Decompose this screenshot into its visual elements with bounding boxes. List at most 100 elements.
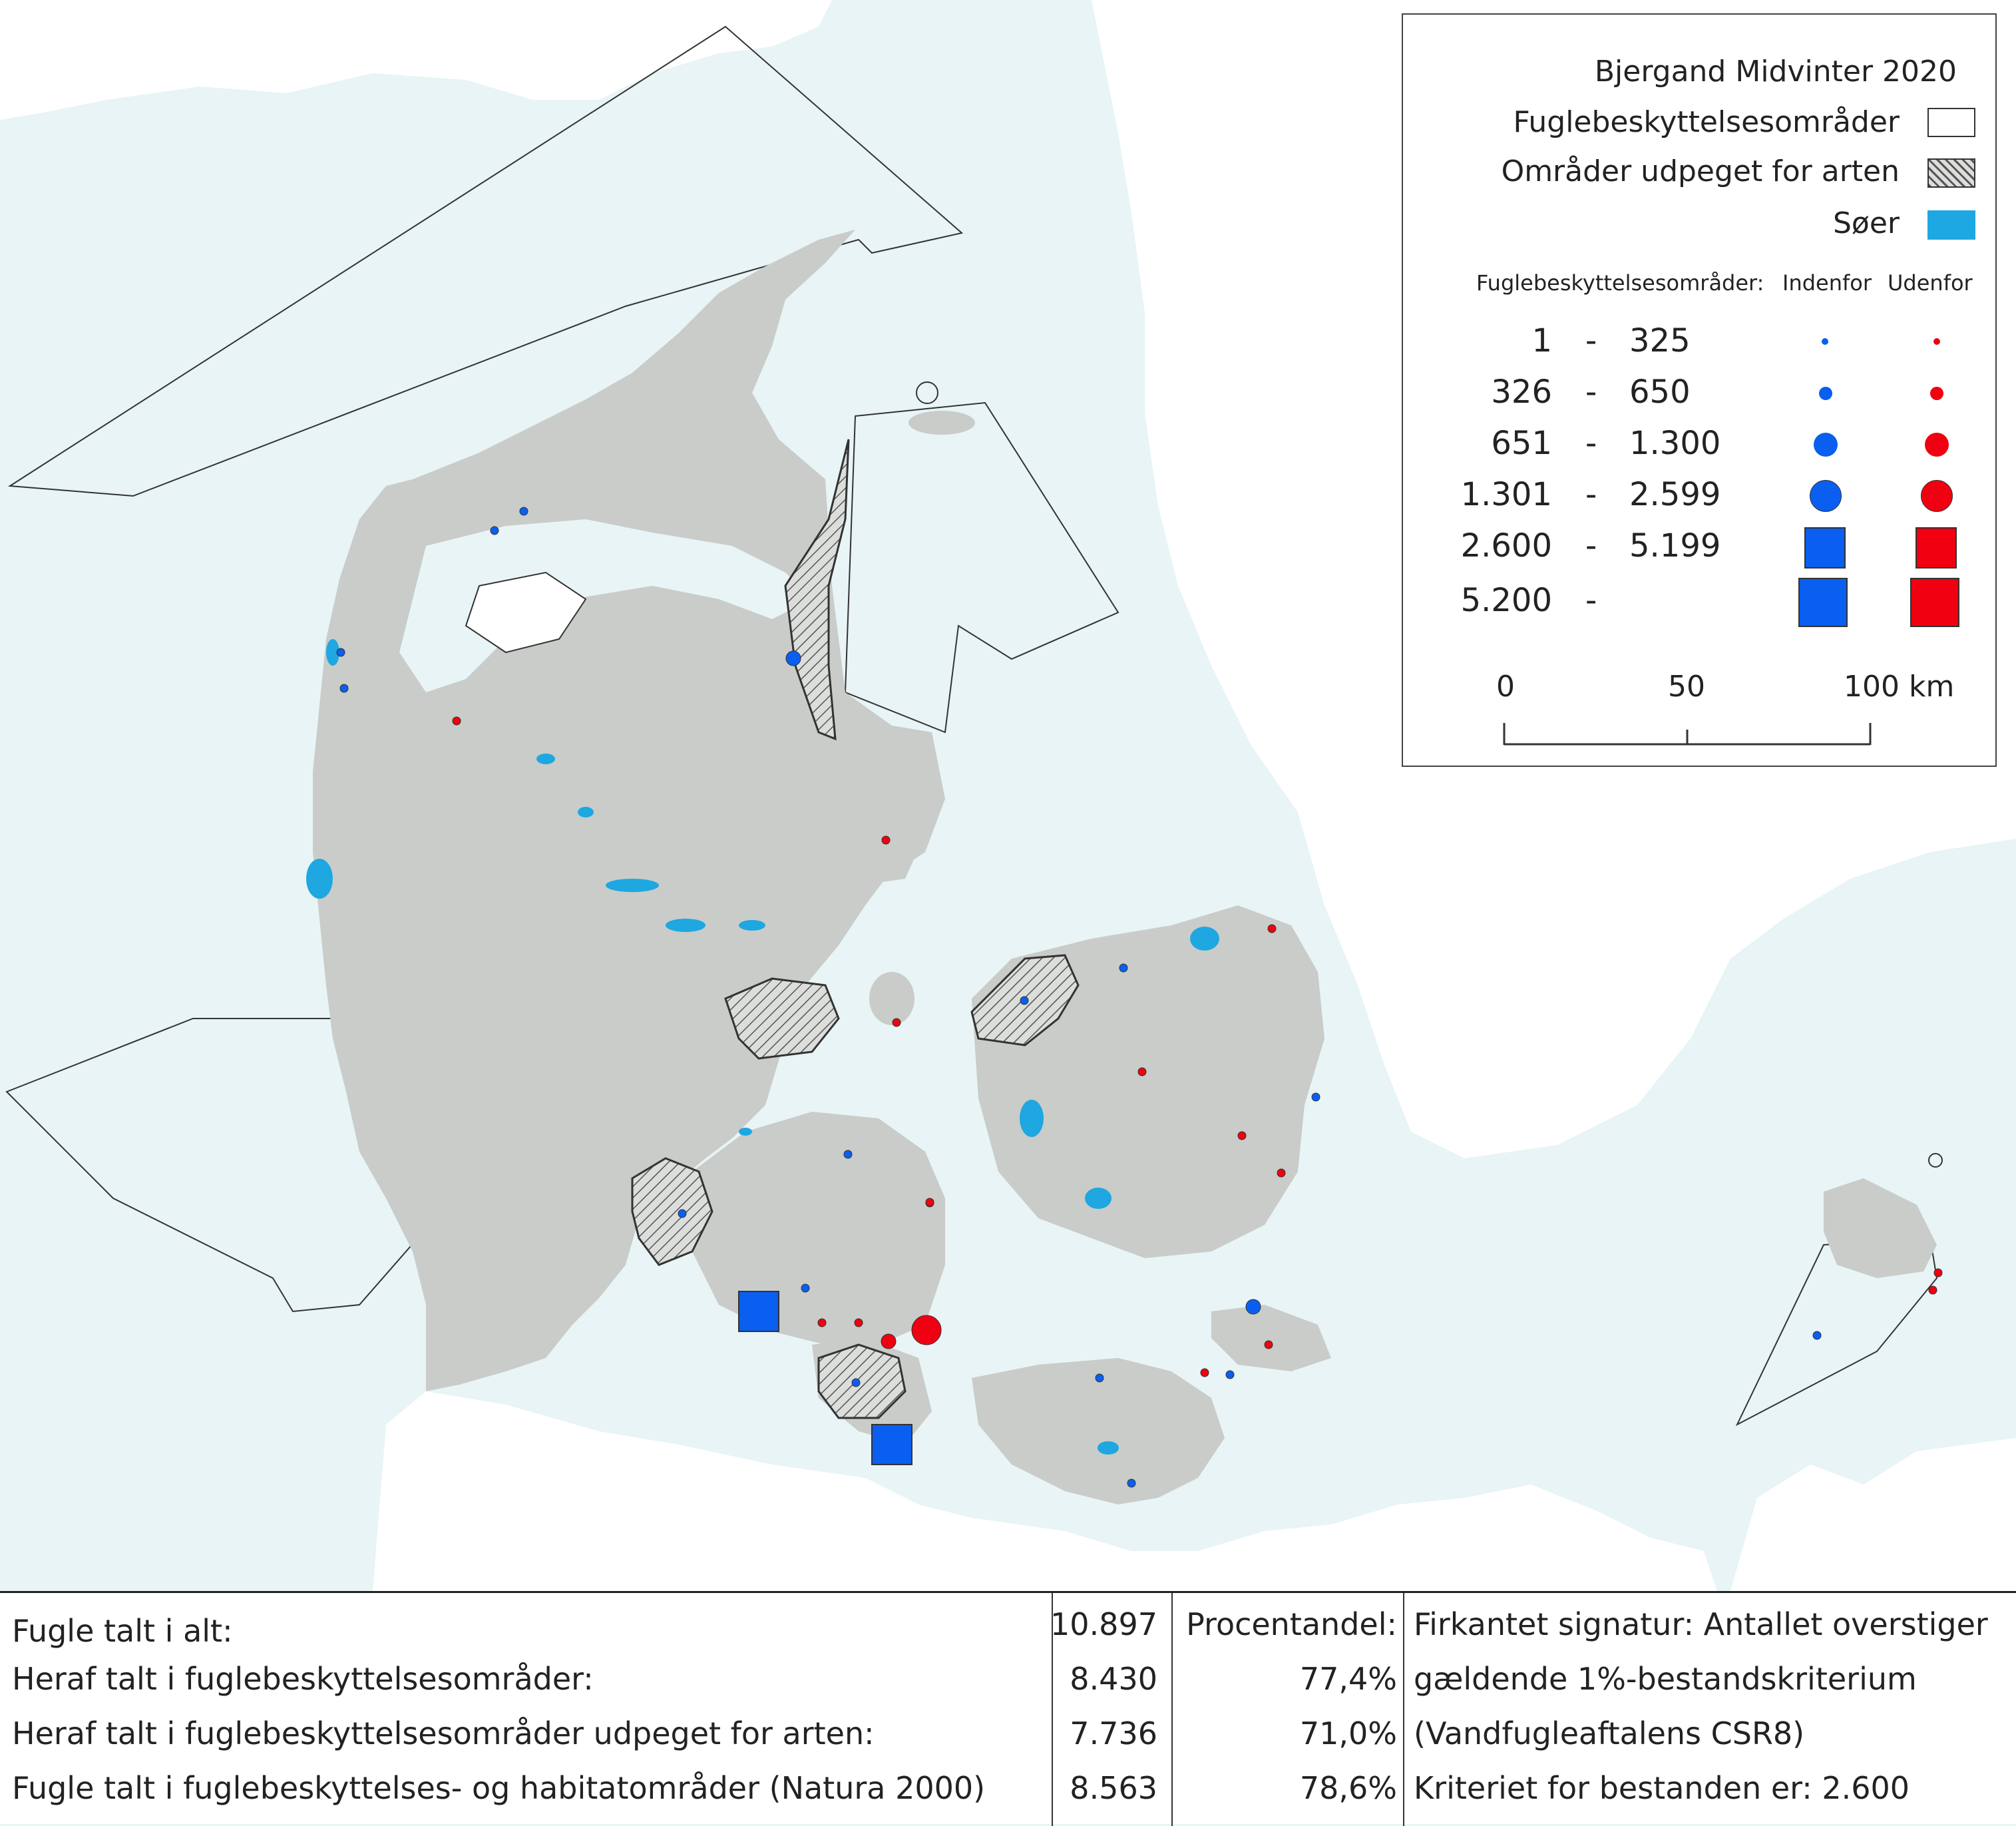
legend-class-lo: 2.600 (1460, 527, 1552, 565)
stats-value: 8.563 (1070, 1770, 1157, 1806)
samso (869, 972, 914, 1025)
lake (306, 859, 333, 899)
obs-inside (519, 507, 528, 516)
legend-class-dash: - (1585, 373, 1597, 411)
obs-outside (911, 1315, 942, 1345)
legend-dot-inside (1814, 433, 1838, 457)
legend-class-hi: 2.599 (1629, 476, 1721, 513)
stats-label: Fugle talt i fuglebeskyttelses- og habit… (12, 1770, 986, 1806)
offshore-protection-areas (5, 25, 1938, 1427)
funen (692, 1112, 945, 1345)
north-sea-area (5, 1018, 454, 1313)
legend-class-row: 2.600 - 5.199 (1403, 527, 1995, 569)
obs-inside (785, 650, 801, 666)
norway-coast (0, 0, 832, 120)
small-island-circle (916, 381, 938, 404)
obs-outside (1137, 1067, 1147, 1076)
legend-class-hi: 1.300 (1629, 425, 1721, 462)
legend-class-lo: 651 (1491, 425, 1552, 462)
stats-note: Firkantet signatur: Antallet overstiger (1414, 1606, 1988, 1642)
legend-class-row: 5.200 - (1403, 578, 1995, 627)
obs-outside (881, 835, 891, 845)
obs-outside (1264, 1340, 1273, 1349)
lake (1190, 927, 1219, 951)
lake (578, 807, 594, 817)
obs-inside (678, 1209, 687, 1218)
lake (326, 639, 339, 666)
legend-swatch-protection-areas (1927, 108, 1975, 137)
limfjord-islands (465, 571, 587, 654)
hatched-horsens (724, 977, 840, 1060)
observations (336, 507, 1943, 1488)
lake (606, 879, 659, 892)
small-island-circle-east (1928, 1153, 1943, 1168)
legend-dot-outside (1930, 387, 1943, 400)
legend-class-hi: 325 (1629, 322, 1691, 359)
hatched-jammerbugt (784, 439, 850, 741)
bornholm-sweden-coast-south (1730, 1438, 2016, 1591)
legend-square-outside-large (1910, 578, 1959, 627)
legend-dot-outside (1921, 480, 1953, 512)
legend-class-row: 651 - 1.300 (1403, 425, 1995, 465)
stats-value: 8.430 (1070, 1661, 1157, 1697)
lakes (306, 639, 1219, 1455)
scale-label-100: 100 km (1844, 670, 1955, 704)
anholt (908, 411, 975, 435)
stats-divider (1403, 1593, 1404, 1826)
djursland (799, 719, 932, 885)
stats-divider (1052, 1593, 1053, 1826)
legend-item-designated-areas: Områder udpeget for arten (1501, 154, 1900, 188)
legend-title: Bjergand Midvinter 2020 (1594, 55, 1957, 89)
obs-inside (1127, 1479, 1136, 1488)
obs-inside-square (738, 1291, 779, 1332)
legend-item-protection-areas: Fuglebeskyttelsesområder (1513, 105, 1900, 139)
lake (666, 919, 706, 932)
obs-outside (881, 1333, 897, 1349)
legend-class-row: 326 - 650 (1403, 373, 1995, 413)
stats-row: Heraf talt i fuglebeskyttelsesområder ud… (0, 1715, 2016, 1769)
stats-pct: 71,0% (1299, 1715, 1397, 1751)
obs-inside (1311, 1092, 1320, 1102)
hatched-funen-south (817, 1343, 907, 1419)
stats-table: Fugle talt i alt: 10.897 Procentandel: F… (0, 1591, 2016, 1826)
stats-note: (Vandfugleaftalens CSR8) (1414, 1715, 1805, 1751)
legend-class-row: 1.301 - 2.599 (1403, 476, 1995, 516)
legend-square-inside-large (1798, 578, 1848, 627)
obs-inside (1245, 1299, 1261, 1315)
scale-label-0: 0 (1496, 670, 1515, 704)
obs-inside-square (871, 1424, 912, 1465)
obs-inside (1095, 1373, 1104, 1383)
stats-row: Fugle talt i fuglebeskyttelses- og habit… (0, 1770, 2016, 1823)
bornholm (1824, 1178, 1937, 1278)
lake (536, 754, 555, 764)
bornholm-area (1735, 1237, 1938, 1427)
legend-inside-header: Indenfor (1782, 270, 1872, 296)
legend-size-header: Fuglebeskyttelsesområder: (1476, 270, 1764, 296)
stats-value: 10.897 (1050, 1606, 1157, 1642)
obs-outside (1277, 1168, 1286, 1178)
obs-inside (843, 1150, 853, 1159)
obs-inside (1812, 1331, 1822, 1340)
stats-row: Fugle talt i alt: 10.897 Procentandel: F… (0, 1606, 2016, 1660)
obs-outside (892, 1018, 901, 1027)
stats-label: Heraf talt i fuglebeskyttelsesområder ud… (12, 1715, 875, 1751)
stats-label: Heraf talt i fuglebeskyttelsesområder: (12, 1661, 594, 1697)
legend-dot-inside (1822, 338, 1828, 345)
legend-class-lo: 1.301 (1460, 476, 1552, 513)
legend-class-hi: 650 (1629, 373, 1691, 411)
obs-inside (801, 1283, 810, 1293)
lake (1020, 1100, 1044, 1137)
map-legend: Bjergand Midvinter 2020 Fuglebeskyttelse… (1402, 13, 1997, 767)
legend-square-inside (1804, 527, 1846, 569)
stats-pct: Procentandel: (1186, 1606, 1397, 1642)
obs-outside (1200, 1368, 1209, 1377)
lake (739, 1128, 752, 1136)
scale-bar (1503, 723, 1872, 746)
obs-outside (1267, 924, 1277, 933)
legend-swatch-lakes (1927, 210, 1975, 240)
legend-class-dash: - (1585, 582, 1597, 619)
obs-outside (1933, 1268, 1943, 1277)
stats-pct: 78,6% (1299, 1770, 1397, 1806)
obs-inside (339, 684, 349, 693)
obs-inside (1119, 963, 1128, 973)
